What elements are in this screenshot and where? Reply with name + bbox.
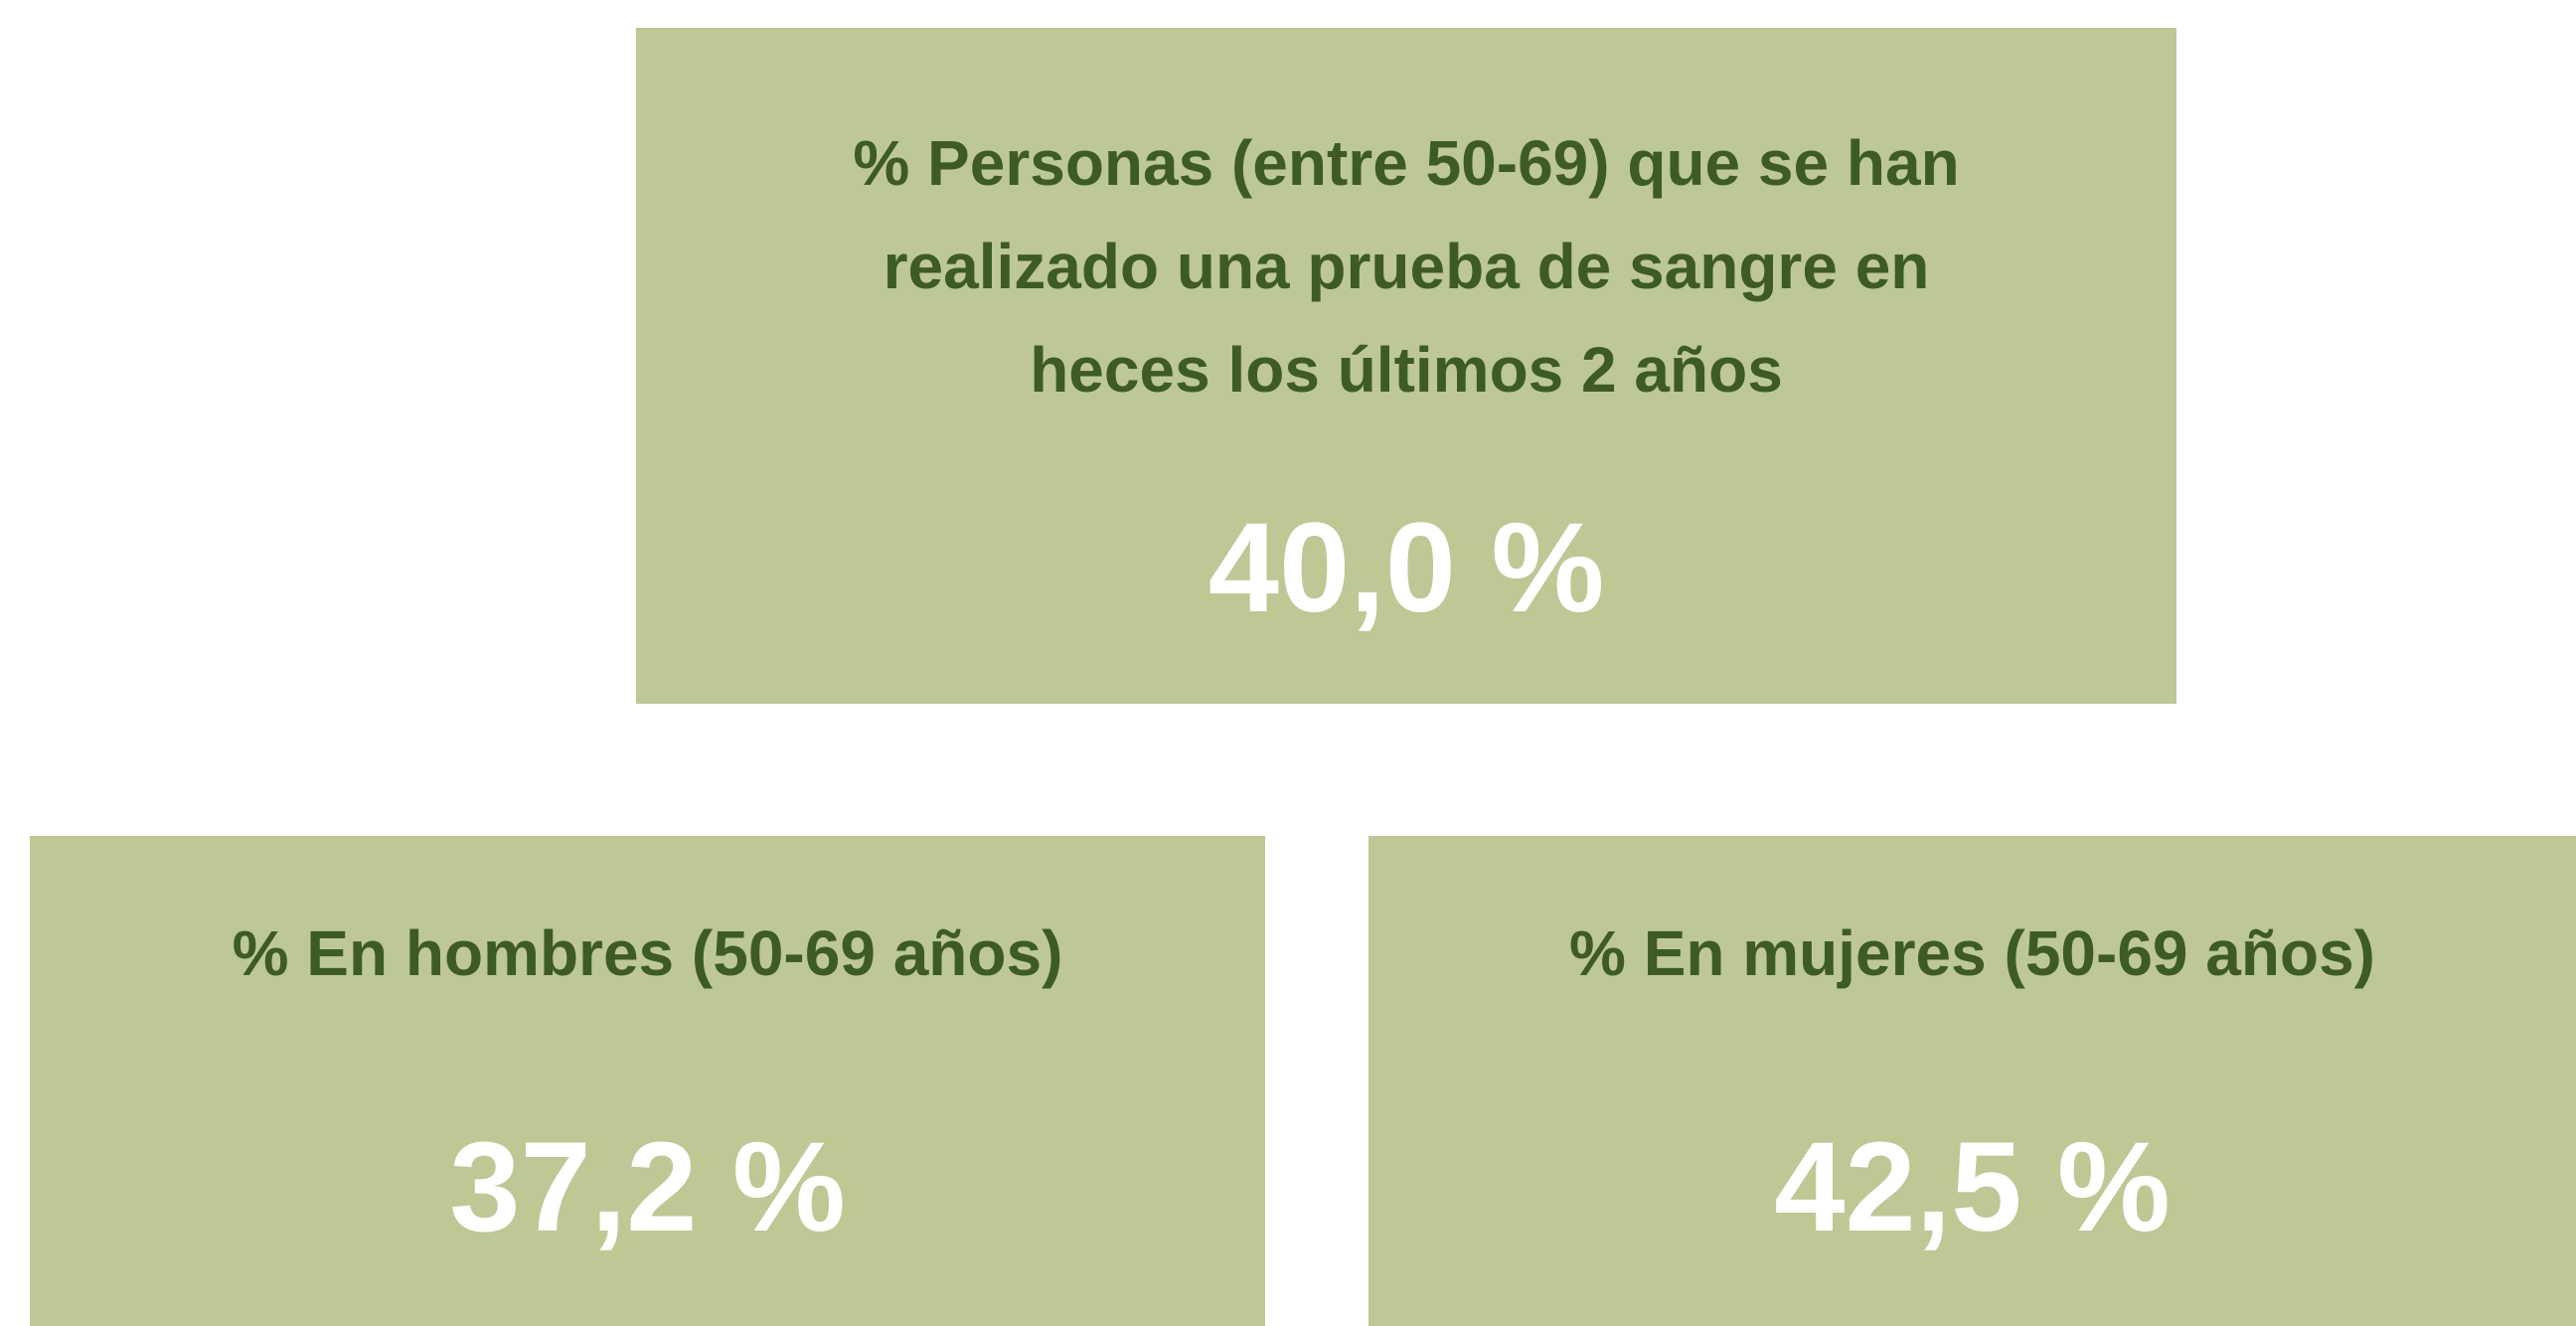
title-line: % En mujeres (50-69 años) [1569, 917, 2375, 989]
stat-card: % En hombres (50-69 años) 37,2 % [30, 836, 1265, 1326]
title-line: % Personas (entre 50-69) que se han [853, 127, 1960, 199]
stat-card: % En mujeres (50-69 años) 42,5 % [1368, 836, 2576, 1326]
card-title: % En hombres (50-69 años) [30, 836, 1265, 1005]
card-value: 42,5 % [1774, 1116, 2171, 1258]
title-line: % En hombres (50-69 años) [232, 917, 1063, 989]
card-title: % En mujeres (50-69 años) [1368, 836, 2576, 1005]
card-value: 37,2 % [449, 1116, 846, 1258]
title-line: heces los últimos 2 años [1030, 334, 1783, 406]
stat-card: % Personas (entre 50-69) que se han reali… [636, 28, 2176, 704]
card-value: 40,0 % [1208, 497, 1605, 639]
card-title: % Personas (entre 50-69) que se han reali… [636, 28, 2176, 421]
title-line: realizado una prueba de sangre en [883, 231, 1930, 302]
